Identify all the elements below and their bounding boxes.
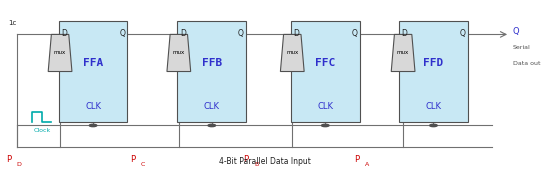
Text: A: A <box>365 162 369 167</box>
Text: Clock: Clock <box>33 128 51 133</box>
Text: D: D <box>61 29 67 38</box>
Text: P: P <box>6 155 11 164</box>
Text: mux: mux <box>397 50 409 55</box>
Text: CLK: CLK <box>425 102 442 111</box>
Text: C: C <box>140 162 145 167</box>
Text: Q: Q <box>238 29 244 38</box>
Text: mux: mux <box>172 50 185 55</box>
Text: 4-Bit Parallel Data Input: 4-Bit Parallel Data Input <box>219 157 311 166</box>
Text: FFB: FFB <box>202 58 222 68</box>
Text: FFC: FFC <box>315 58 336 68</box>
Text: P: P <box>354 155 360 164</box>
Text: Q: Q <box>351 29 357 38</box>
Text: 1c: 1c <box>9 20 17 26</box>
Text: B: B <box>254 162 258 167</box>
Text: D: D <box>16 162 21 167</box>
Circle shape <box>89 124 97 127</box>
Text: Q: Q <box>119 29 125 38</box>
Text: CLK: CLK <box>317 102 333 111</box>
Text: CLK: CLK <box>85 102 101 111</box>
Text: Serial: Serial <box>512 45 530 50</box>
Polygon shape <box>280 34 304 72</box>
Text: CLK: CLK <box>204 102 220 111</box>
Text: Q: Q <box>460 29 466 38</box>
Text: D: D <box>180 29 186 38</box>
Circle shape <box>208 124 215 127</box>
Text: Q: Q <box>512 27 519 36</box>
Bar <box>177 21 246 122</box>
Text: D: D <box>401 29 407 38</box>
Text: P: P <box>244 155 249 164</box>
Circle shape <box>322 124 329 127</box>
Text: mux: mux <box>54 50 66 55</box>
Bar <box>59 21 127 122</box>
Text: D: D <box>293 29 299 38</box>
Bar <box>399 21 468 122</box>
Text: FFA: FFA <box>83 58 103 68</box>
Polygon shape <box>48 34 72 72</box>
Text: mux: mux <box>286 50 299 55</box>
Polygon shape <box>167 34 191 72</box>
Text: FFD: FFD <box>423 58 443 68</box>
Bar <box>291 21 360 122</box>
Circle shape <box>430 124 437 127</box>
Polygon shape <box>391 34 415 72</box>
Text: P: P <box>130 155 135 164</box>
Text: Data out: Data out <box>512 61 540 66</box>
